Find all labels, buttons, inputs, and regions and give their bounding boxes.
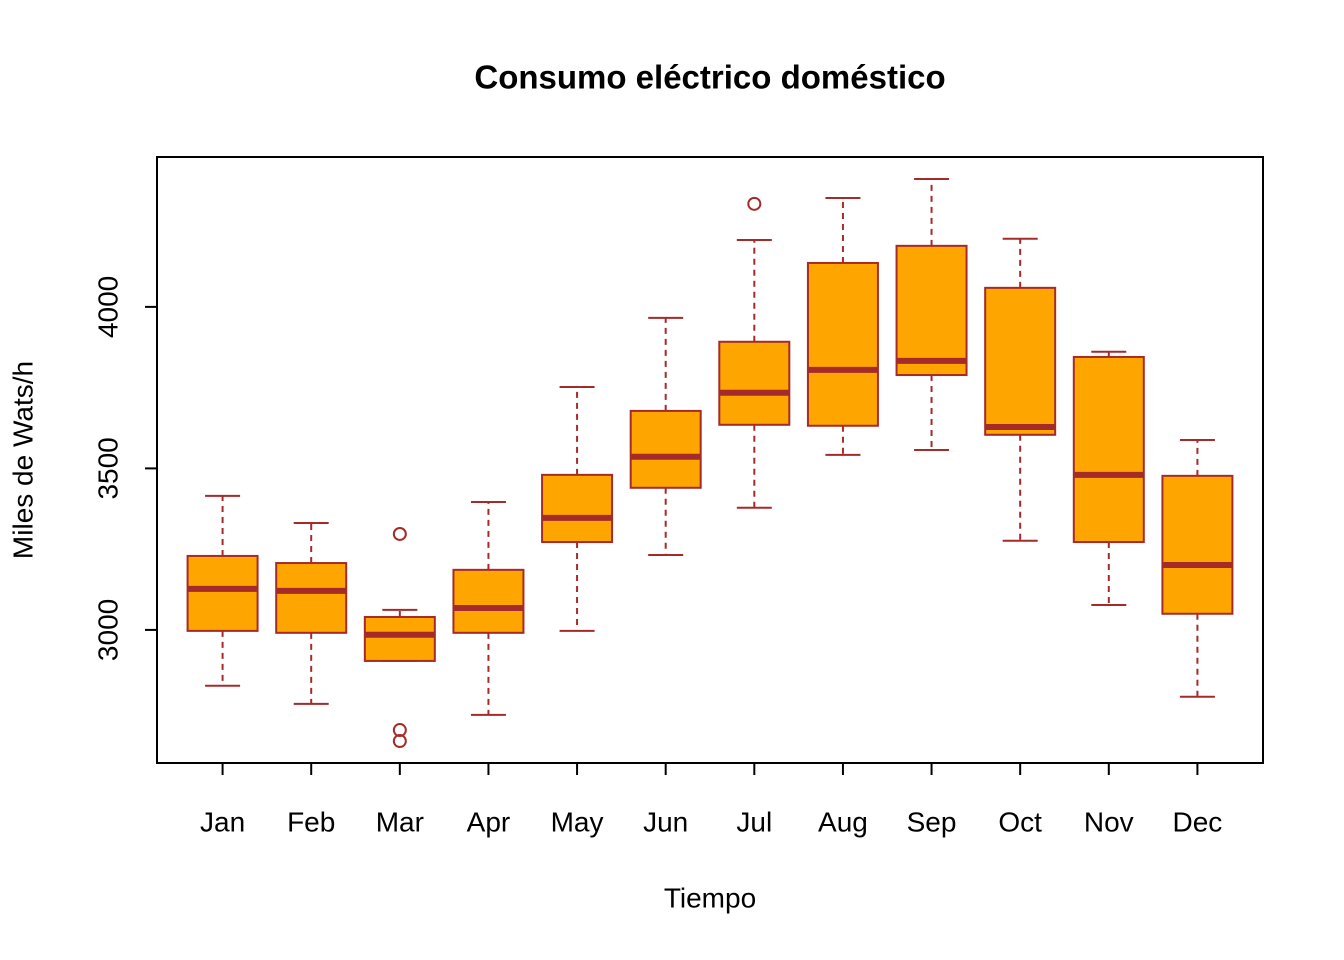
box [452, 568, 525, 634]
box [186, 554, 259, 632]
x-tick-label: Nov [1084, 806, 1134, 837]
outlier [392, 723, 407, 738]
plot-frame [156, 156, 1264, 764]
x-tick-label: Mar [376, 806, 424, 837]
box [1072, 355, 1145, 544]
box [984, 286, 1057, 436]
y-tick-label: 4000 [92, 276, 123, 338]
x-tick-label: Aug [818, 806, 868, 837]
y-axis-label: Miles de Wats/h [7, 361, 38, 559]
x-tick-label: Apr [467, 806, 511, 837]
x-tick-label: Feb [287, 806, 335, 837]
box [806, 261, 879, 427]
box [895, 244, 968, 377]
chart-title: Consumo eléctrico doméstico [474, 59, 945, 96]
x-tick-label: Jun [643, 806, 688, 837]
x-tick-label: Jul [736, 806, 772, 837]
outlier [392, 526, 407, 541]
x-tick-label: May [551, 806, 604, 837]
box [541, 473, 614, 544]
y-tick-label: 3500 [92, 437, 123, 499]
x-tick-label: Dec [1173, 806, 1223, 837]
outlier [392, 734, 407, 749]
box [363, 615, 436, 662]
y-tick-label: 3000 [92, 599, 123, 661]
x-tick-label: Oct [998, 806, 1042, 837]
outlier [747, 196, 762, 211]
box [629, 409, 702, 489]
x-tick-label: Jan [200, 806, 245, 837]
x-tick-label: Sep [907, 806, 957, 837]
x-axis-label: Tiempo [664, 882, 756, 913]
box [1161, 474, 1234, 615]
box [718, 340, 791, 426]
box [275, 562, 348, 634]
